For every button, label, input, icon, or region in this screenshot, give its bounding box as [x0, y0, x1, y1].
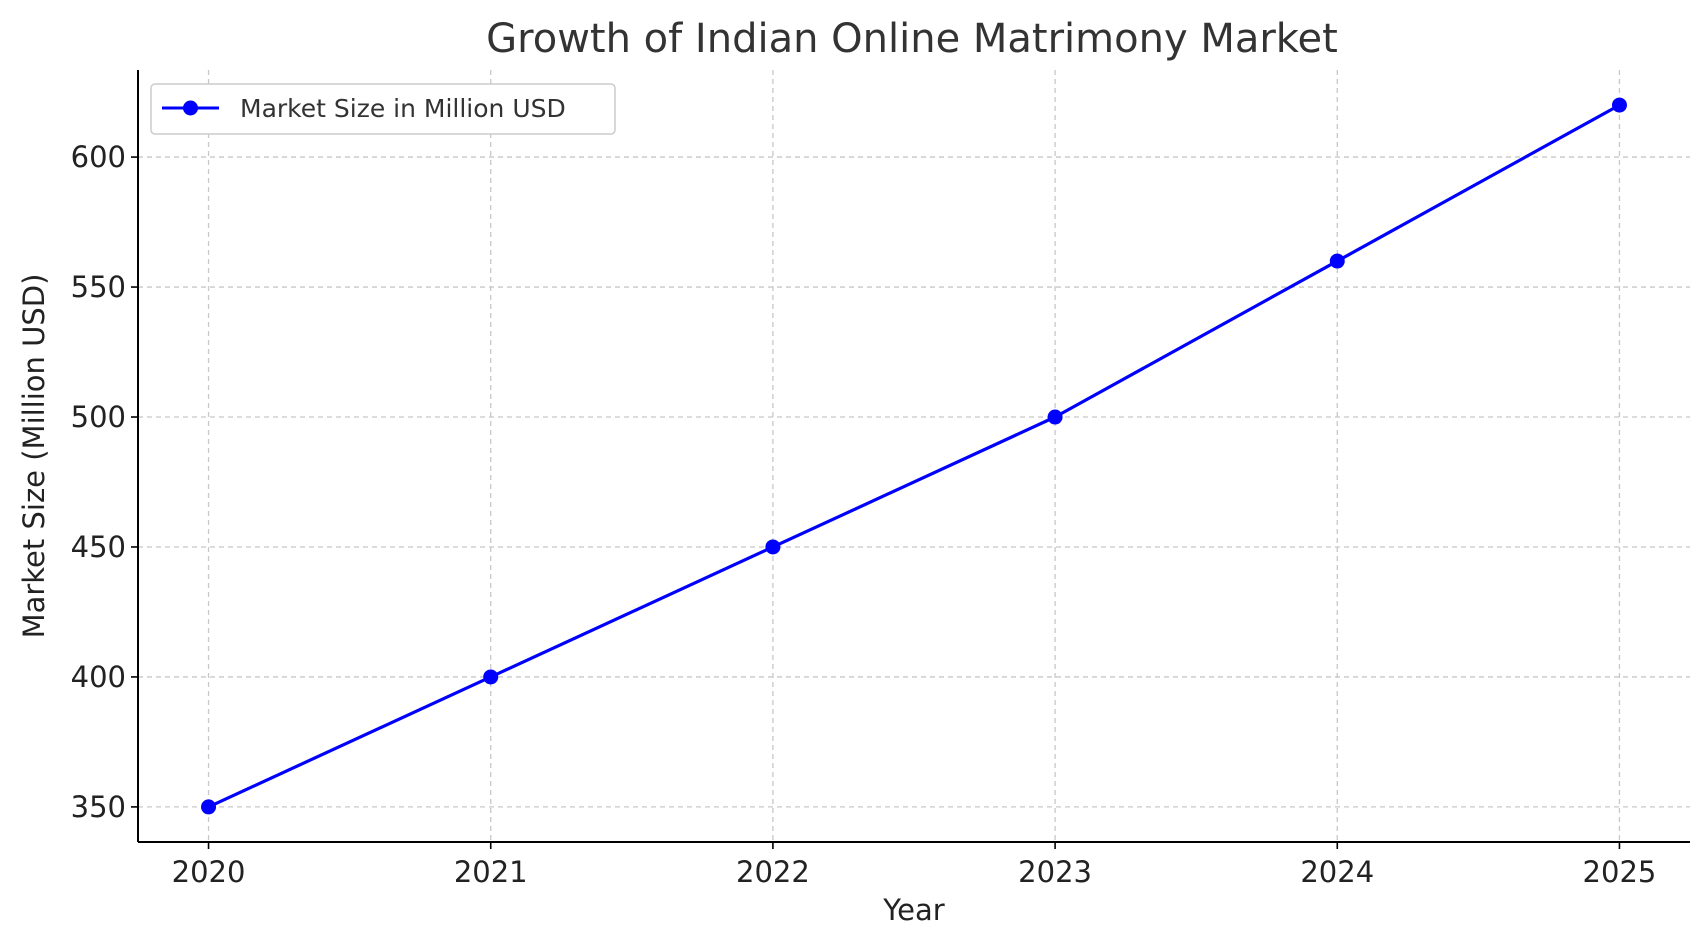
- data-point: [1329, 253, 1345, 269]
- y-tick-label: 500: [71, 400, 126, 434]
- y-tick-label: 450: [71, 530, 126, 564]
- legend: Market Size in Million USD: [150, 83, 616, 135]
- data-point: [765, 539, 781, 555]
- data-point: [483, 669, 499, 685]
- data-point: [201, 799, 217, 815]
- legend-box: [150, 83, 616, 135]
- series: [201, 97, 1627, 815]
- x-tick-label: 2025: [1583, 855, 1657, 889]
- legend-label: Market Size in Million USD: [240, 94, 566, 123]
- grid: [138, 70, 1690, 842]
- ticks: 2020 2021 2022 2023 2024 2025 350 400 450 500 550 6…: [71, 140, 1657, 889]
- data-point: [1611, 97, 1627, 113]
- x-tick-label: 2023: [1018, 855, 1092, 889]
- y-axis-label: Market Size (Million USD): [17, 274, 51, 639]
- y-tick-label: 600: [71, 140, 126, 174]
- y-tick-label: 550: [71, 270, 126, 304]
- chart-title: Growth of Indian Online Matrimony Market: [486, 16, 1338, 62]
- series-line: [207, 103, 1621, 809]
- x-axis-label: Year: [882, 893, 944, 927]
- legend-marker-swatch: [183, 100, 198, 116]
- x-tick-label: 2022: [736, 855, 810, 889]
- x-tick-label: 2021: [454, 855, 528, 889]
- x-tick-label: 2024: [1300, 855, 1374, 889]
- axes: [137, 70, 1690, 843]
- x-tick-label: 2020: [172, 855, 246, 889]
- y-tick-label: 400: [71, 660, 126, 694]
- data-point: [1047, 409, 1063, 425]
- y-tick-label: 350: [71, 790, 126, 824]
